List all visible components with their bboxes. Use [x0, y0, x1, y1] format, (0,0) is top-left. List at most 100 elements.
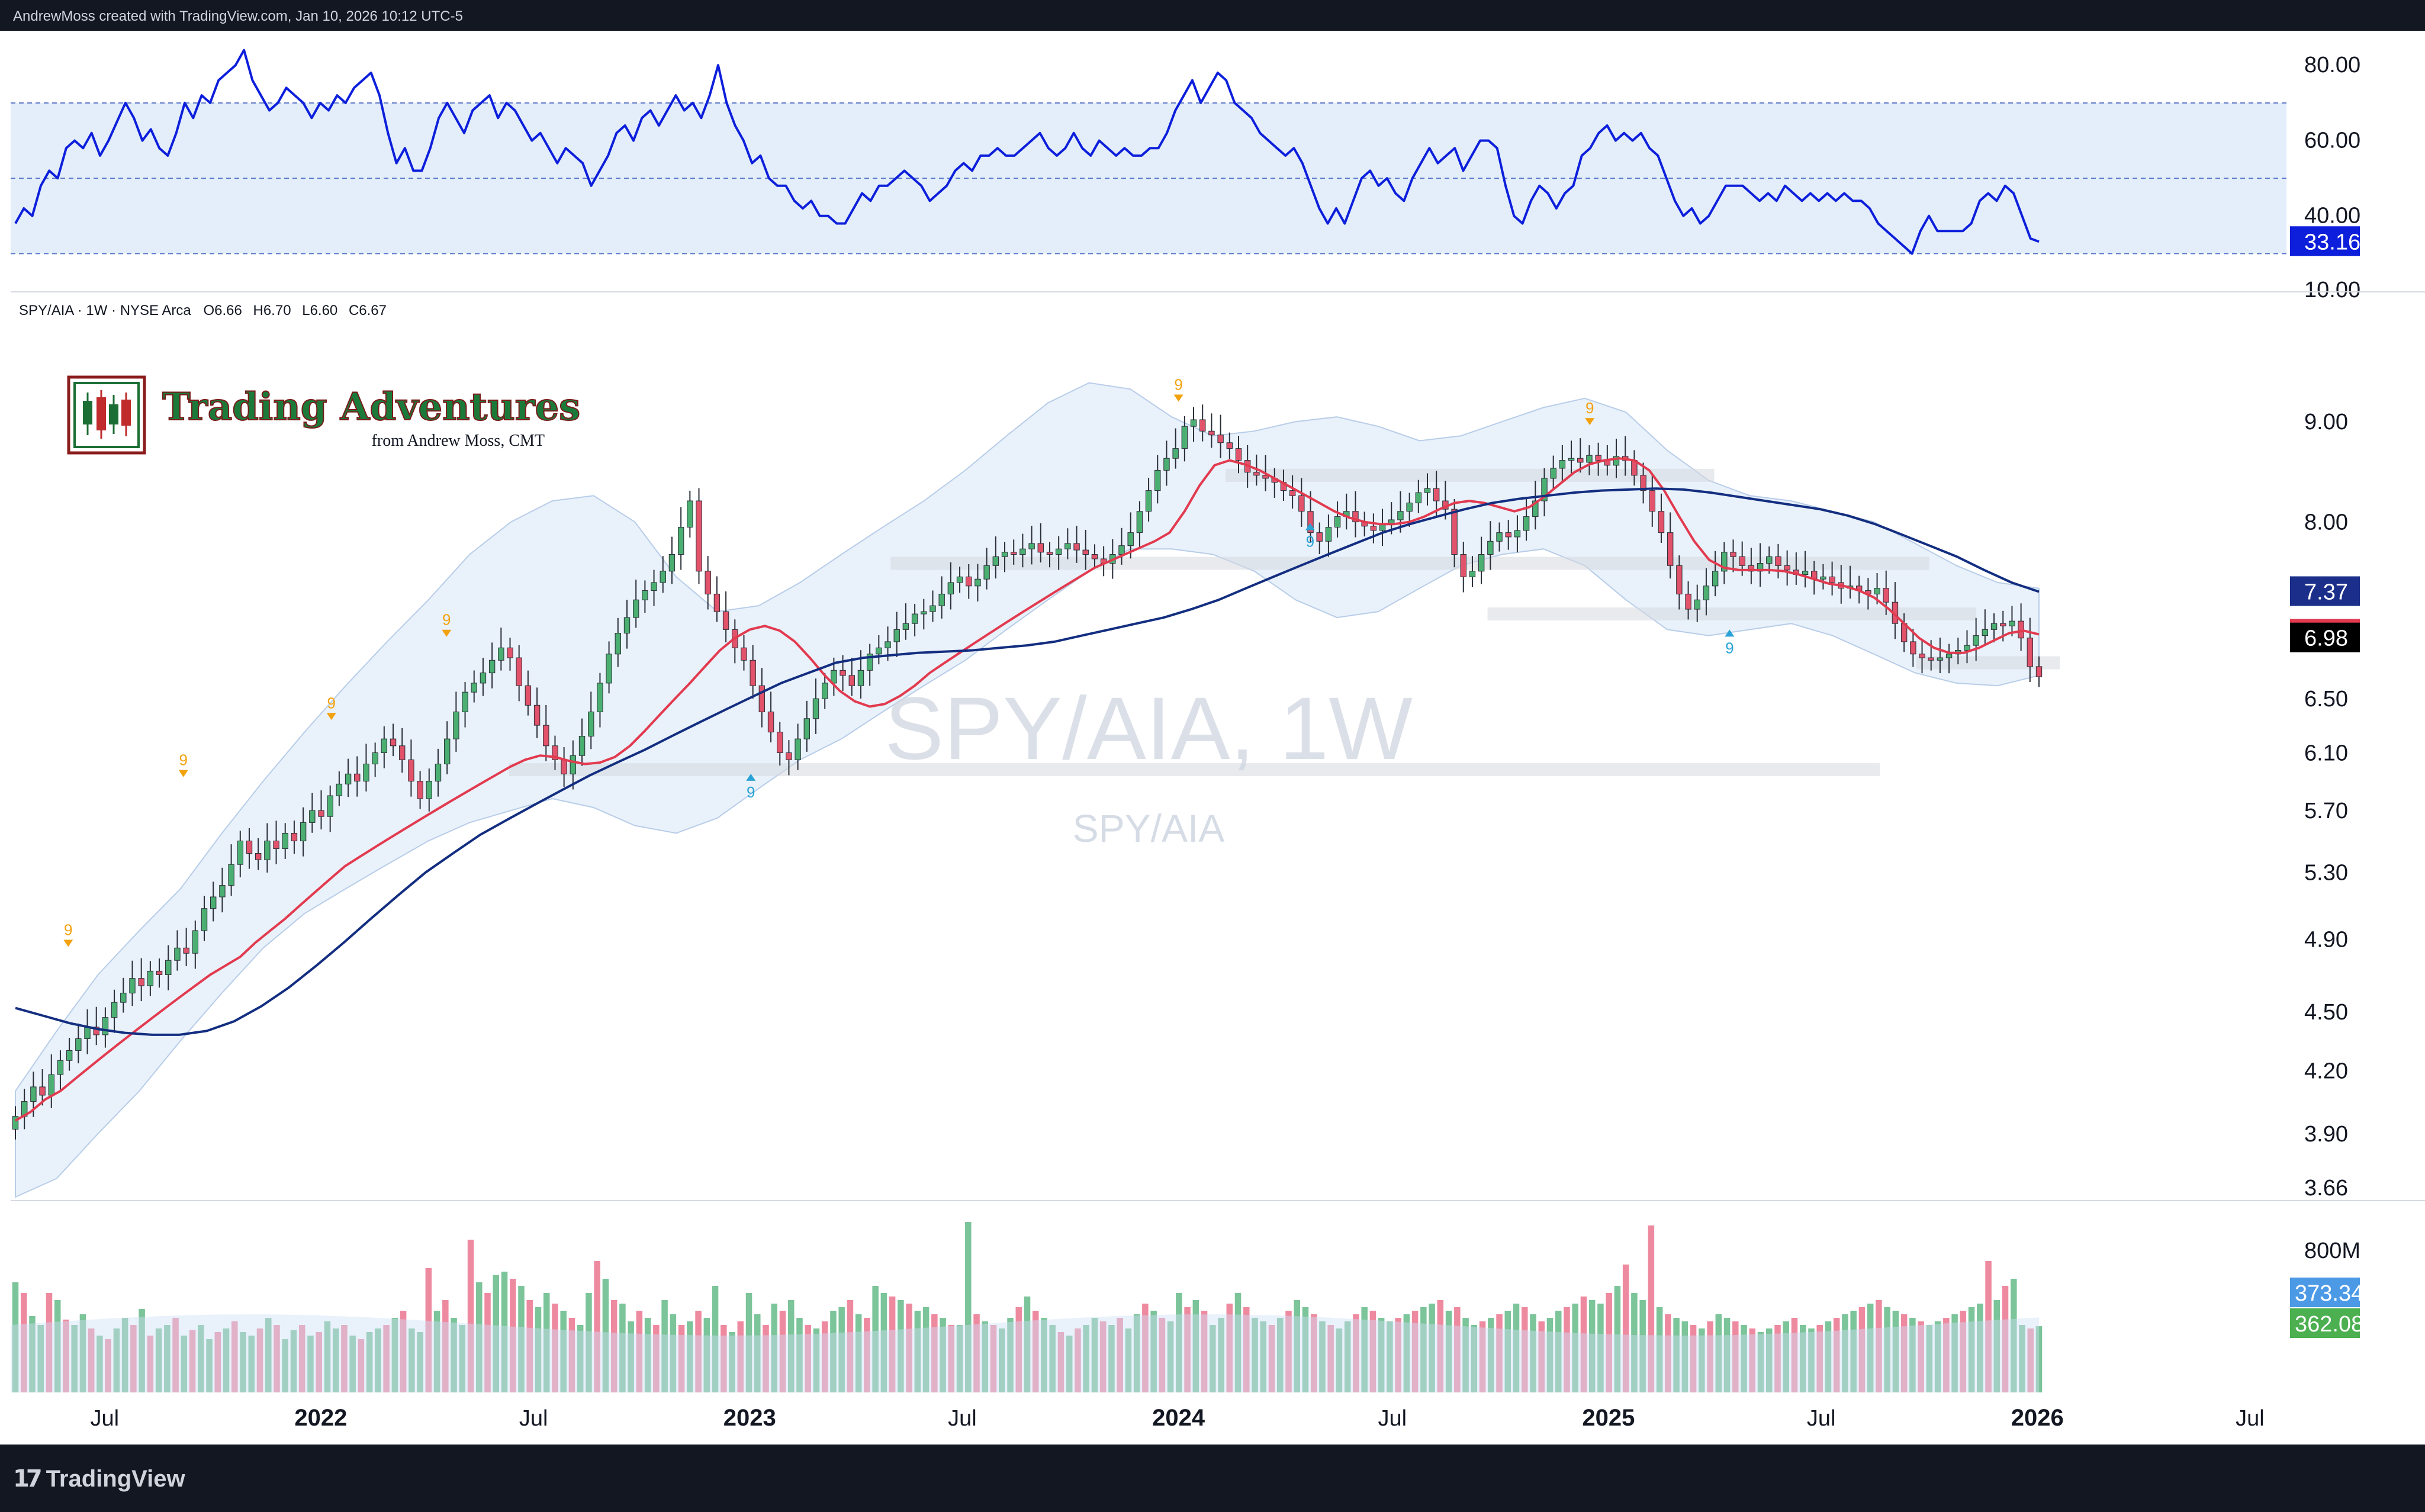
price-y-axis: 9.00 8.00 6.50 6.10 5.70 5.30 4.90 4.50 4.20 3.90… — [2304, 410, 2348, 1201]
volume-bar-down — [214, 1332, 221, 1392]
candle-body-up — [498, 647, 504, 661]
volume-bar-down — [1057, 1332, 1064, 1392]
volume-bar-down — [1353, 1314, 1359, 1392]
candle-body-up — [1982, 629, 1989, 636]
volume-bar-up — [1260, 1321, 1267, 1392]
candle — [1397, 491, 1404, 533]
candle — [129, 960, 136, 1006]
volume-bar-down — [1117, 1318, 1123, 1392]
candle-body-up — [974, 578, 981, 587]
volume-bar-down — [526, 1300, 533, 1392]
candle-body-up — [282, 832, 288, 850]
candle-body-up — [1145, 490, 1152, 512]
volume-tag-value-1: 362.08M — [2295, 1312, 2382, 1337]
td-arrow-down-1 — [178, 770, 188, 777]
volume-bar-down — [189, 1330, 196, 1392]
candle — [893, 612, 900, 658]
legend-close: C6.67 — [349, 303, 387, 319]
candle-body-down — [713, 593, 721, 612]
candle — [1586, 445, 1593, 475]
candle — [120, 977, 127, 1013]
candle — [516, 645, 522, 702]
candle-body-up — [1334, 516, 1341, 528]
volume-bar-up — [493, 1275, 500, 1392]
td-count-8: 9 — [1725, 639, 1733, 657]
candle — [956, 567, 963, 593]
candle-body-down — [1208, 430, 1215, 436]
volume-bar-down — [1243, 1307, 1250, 1392]
candle-body-up — [30, 1086, 37, 1102]
volume-bar-up — [1361, 1307, 1368, 1392]
rsi-pane[interactable]: 80.00 60.00 40.00 10.00 33.16 — [11, 49, 2360, 303]
candle — [1784, 550, 1790, 586]
volume-pane[interactable]: 800M 373.34M 362.08M — [11, 1222, 2382, 1392]
attribution-text: AndrewMoss created with TradingView.com,… — [13, 8, 463, 24]
volume-bar-up — [1546, 1318, 1554, 1392]
volume-bar-up — [1471, 1325, 1478, 1392]
candle — [201, 896, 208, 941]
volume-bar-up — [1597, 1304, 1604, 1392]
volume-bar-up — [1091, 1318, 1098, 1392]
candle-body-down — [1928, 657, 1934, 661]
price-tick-4.50: 4.50 — [2304, 1000, 2348, 1025]
candle — [1298, 478, 1305, 527]
volume-bar-down — [1521, 1307, 1528, 1392]
volume-bar-up — [1462, 1318, 1469, 1392]
tradingview-logo[interactable]: 17 TradingView — [13, 1462, 185, 1495]
candle-body-down — [1595, 455, 1601, 461]
candle-body-up — [876, 647, 882, 655]
candle-body-down — [1451, 509, 1458, 555]
candle-body-up — [1001, 552, 1008, 557]
volume-bar-up — [2011, 1279, 2017, 1392]
candle-body-up — [480, 673, 487, 684]
candle — [1676, 555, 1683, 610]
candle-body-down — [543, 725, 549, 747]
candle-body-down — [1226, 442, 1233, 449]
candle-body-up — [57, 1060, 64, 1075]
volume-bar-up — [1108, 1325, 1115, 1392]
candle-body-down — [1883, 588, 1889, 603]
volume-tick-800M: 800M — [2304, 1238, 2360, 1263]
candle-body-up — [1469, 571, 1476, 577]
candle-body-down — [552, 745, 558, 760]
candle — [210, 882, 217, 922]
candle — [174, 930, 181, 971]
price-pane[interactable]: SPY/AIA · 1W · NYSE Arca O6.66 H6.70 L6.… — [12, 303, 2360, 1201]
volume-bar-up — [1572, 1304, 1578, 1392]
volume-bar-down — [1690, 1325, 1697, 1392]
candle — [1649, 475, 1655, 527]
volume-bar-up — [113, 1328, 120, 1392]
volume-y-axis: 800M — [2304, 1238, 2360, 1263]
volume-bar-up — [518, 1286, 525, 1392]
volume-tag-box-0 — [2290, 1278, 2360, 1307]
td-arrow-up-6 — [1305, 523, 1315, 530]
candle — [2009, 606, 2015, 636]
candle-body-up — [1694, 599, 1700, 610]
chart-area[interactable]: 80.00 60.00 40.00 10.00 33.16 SPY/AIA · 1W … — [0, 31, 2425, 1445]
candle — [471, 670, 477, 703]
candle-body-down — [1910, 641, 1916, 655]
candle — [1046, 542, 1053, 568]
volume-bar-up — [1336, 1328, 1343, 1392]
candle — [75, 1023, 82, 1064]
volume-bar-down — [1943, 1318, 1950, 1392]
candle — [1226, 432, 1233, 459]
candle — [1091, 544, 1098, 570]
candle-body-down — [1352, 511, 1359, 523]
support-zone-2 — [1487, 607, 1977, 621]
volume-bar-up — [459, 1325, 466, 1392]
volume-bar-down — [1184, 1307, 1191, 1392]
volume-bar-down — [636, 1311, 643, 1392]
volume-bar-up — [265, 1318, 272, 1392]
volume-bar-down — [172, 1318, 179, 1392]
candle-body-up — [570, 755, 577, 774]
volume-bar-up — [1420, 1307, 1427, 1392]
volume-bar-up — [898, 1300, 904, 1392]
candle — [651, 570, 657, 606]
candle — [1325, 514, 1332, 557]
candle — [803, 700, 811, 752]
volume-bar-up — [1530, 1314, 1536, 1392]
candle-body-up — [1127, 532, 1134, 546]
candle-body-down — [507, 647, 513, 658]
time-axis[interactable]: Jul 2022 Jul 2023 Jul 2024 Jul 2025 Jul 2026 Jul — [90, 1405, 2264, 1431]
